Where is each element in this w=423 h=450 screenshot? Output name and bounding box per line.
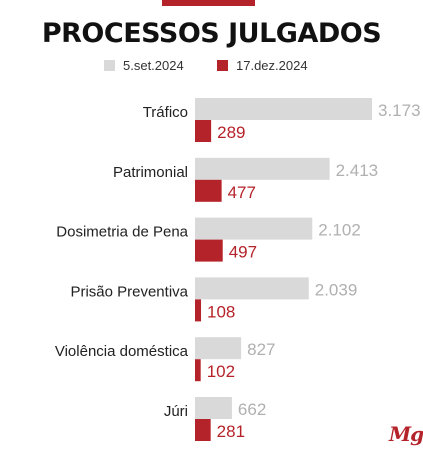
value-label-patrimonial-set: 2.413: [336, 161, 379, 180]
value-label-dosimetria-de-pena-set: 2.102: [318, 221, 361, 240]
value-label-violencia-domestica-set: 827: [247, 340, 275, 359]
category-label-violencia-domestica: Violência doméstica: [55, 343, 189, 360]
category-label-trafico: Tráfico: [143, 104, 188, 121]
value-label-patrimonial-dez: 477: [228, 183, 256, 202]
bar-juri-dez: [195, 419, 211, 441]
bar-prisao-preventiva-dez: [195, 299, 202, 322]
bar-trafico-dez: [195, 120, 212, 142]
bar-dosimetria-de-pena-set: [195, 217, 313, 240]
bar-patrimonial-dez: [195, 179, 222, 202]
value-label-prisao-preventiva-set: 2.039: [315, 280, 358, 299]
value-label-juri-set: 662: [238, 400, 266, 419]
legend-item-series-2: 17.dez.2024: [217, 58, 308, 73]
category-label-dosimetria-de-pena: Dosimetria de Pena: [56, 224, 188, 241]
category-label-juri: Júri: [164, 403, 188, 420]
top-accent-bar: [162, 0, 255, 6]
bar-dosimetria-de-pena-dez: [195, 239, 223, 262]
bar-trafico-set: [195, 98, 372, 120]
legend-swatch-series-1: [104, 60, 115, 71]
chart-title: PROCESSOS JULGADOS: [41, 18, 382, 49]
category-label-patrimonial: Patrimonial: [113, 164, 188, 181]
value-label-trafico-dez: 289: [217, 123, 245, 142]
legend-label-series-2: 17.dez.2024: [236, 58, 308, 73]
value-label-trafico-set: 3.173: [378, 101, 421, 120]
value-label-prisao-preventiva-dez: 108: [207, 302, 235, 321]
bar-violencia-domestica-dez: [195, 359, 201, 382]
value-label-dosimetria-de-pena-dez: 497: [229, 243, 257, 262]
value-label-violencia-domestica-dez: 102: [207, 362, 235, 381]
bar-juri-set: [195, 397, 232, 419]
legend-swatch-series-2: [217, 60, 228, 71]
value-label-juri-dez: 281: [217, 422, 245, 441]
brand-logo: Mg: [389, 422, 423, 446]
bar-prisao-preventiva-set: [195, 277, 309, 300]
legend-label-series-1: 5.set.2024: [123, 58, 184, 73]
bar-violencia-domestica-set: [195, 337, 242, 360]
bar-patrimonial-set: [195, 157, 330, 180]
legend-item-series-1: 5.set.2024: [104, 58, 184, 73]
category-label-prisao-preventiva: Prisão Preventiva: [70, 283, 188, 300]
